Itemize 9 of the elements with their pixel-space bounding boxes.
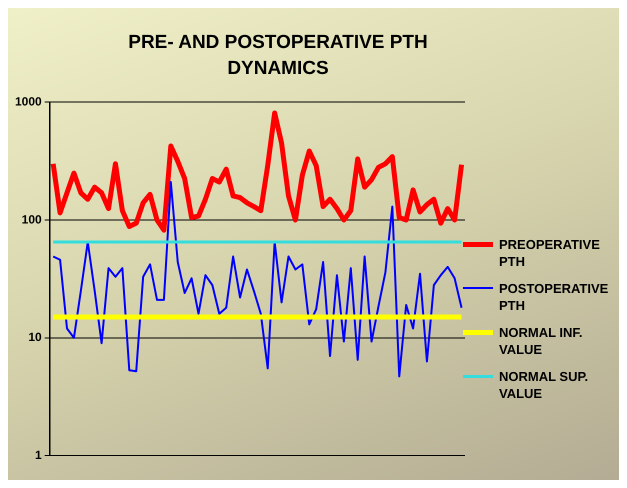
legend-label: NORMAL SUP. VALUE <box>499 368 590 402</box>
legend-label: POSTOPERATIVE PTH <box>499 280 610 314</box>
y-tick-label: 10 <box>28 330 42 344</box>
y-tick-label: 1000 <box>14 94 42 109</box>
chart-title: PRE- AND POSTOPERATIVE PTH DYNAMICS <box>127 31 429 81</box>
legend-label: NORMAL INF. VALUE <box>499 324 584 358</box>
legend-label: PREOPERATIVE PTH <box>499 236 601 270</box>
y-tick-label: 100 <box>22 212 42 226</box>
y-tick-label: 1 <box>35 448 42 462</box>
